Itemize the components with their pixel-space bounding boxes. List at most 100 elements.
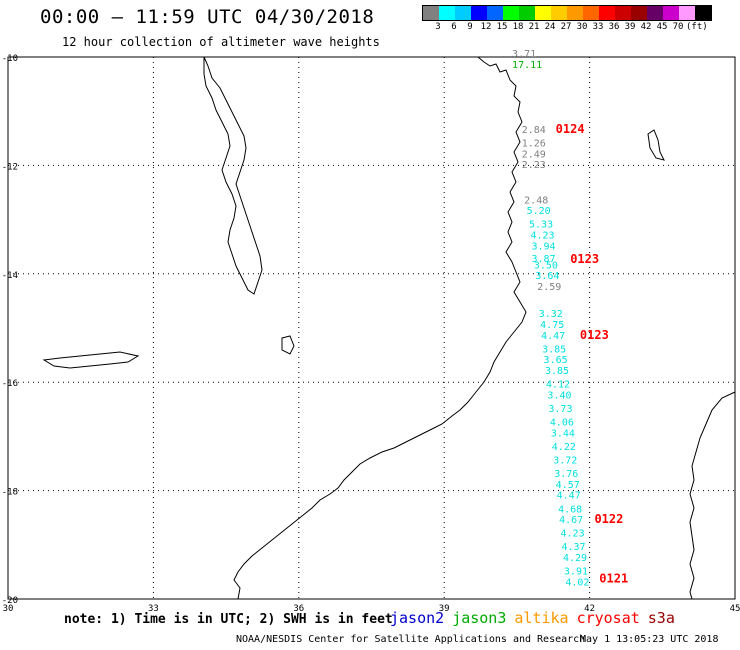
color-scale-bar (422, 5, 712, 21)
wave-height-value: 4.67 (559, 515, 583, 526)
footer-note: note: 1) Time is in UTC; 2) SWH is in fe… (64, 612, 393, 627)
wave-height-value: 4.12 (546, 380, 570, 391)
wave-height-value: 5.33 (529, 220, 553, 231)
wave-height-value: 2.49 (522, 149, 546, 160)
scale-swatch (455, 6, 471, 20)
scale-swatch (487, 6, 503, 20)
wave-height-value: 4.57 (556, 480, 580, 491)
scale-swatch (567, 6, 583, 20)
lat-tick-label: -10 (2, 54, 18, 64)
lat-tick-label: -16 (2, 379, 18, 389)
scale-label: 18 (512, 22, 524, 32)
wave-height-value: 5.20 (527, 206, 551, 217)
wave-height-value: 3.64 (535, 271, 559, 282)
wave-height-value: 2.48 (524, 195, 548, 206)
lat-tick-label: -18 (2, 488, 18, 498)
scale-swatch (615, 6, 631, 20)
scale-swatch (535, 6, 551, 20)
color-scale-labels: 3 6 9 12 15 18 21 24 27 30 33 36 39 42 45 70 (ft) (422, 22, 740, 34)
wave-height-value: 4.06 (550, 418, 574, 429)
lon-tick-label: 30 (3, 604, 14, 614)
lat-tick-label: -12 (2, 162, 18, 172)
scale-label: 27 (560, 22, 572, 32)
wave-height-value: 1.26 (522, 138, 546, 149)
scale-label: 24 (544, 22, 556, 32)
pass-label: 0124 (556, 122, 585, 136)
lake-malawi-outline (203, 56, 263, 295)
lon-tick-label: 33 (148, 604, 159, 614)
scale-label: 12 (480, 22, 492, 32)
legend-jason3: jason3 (452, 609, 507, 627)
scale-swatch (423, 6, 439, 20)
pass-label: 0122 (594, 512, 623, 526)
wave-height-value: 4.23 (561, 529, 585, 540)
wave-height-value: 2.59 (537, 282, 561, 293)
lat-tick-label: -20 (2, 596, 18, 606)
scale-swatch (439, 6, 455, 20)
wave-height-value: 4.47 (557, 491, 581, 502)
wave-height-value: 2.23 (522, 160, 546, 171)
lon-tick-label: 42 (584, 604, 595, 614)
legend-s3a: s3a (647, 609, 675, 627)
wave-height-value: 4.29 (563, 553, 587, 564)
wave-height-value: 3.94 (531, 241, 555, 252)
wave-height-value: 3.44 (551, 428, 575, 439)
wave-height-value: 3.91 (564, 567, 588, 578)
scale-swatch (551, 6, 567, 20)
pass-label: 0123 (580, 328, 609, 342)
scale-swatch (631, 6, 647, 20)
scale-label: 42 (640, 22, 652, 32)
scale-label: 39 (624, 22, 636, 32)
scale-label: 36 (608, 22, 620, 32)
lon-tick-label: 39 (439, 604, 450, 614)
lon-tick-label: 36 (293, 604, 304, 614)
scale-label: 33 (592, 22, 604, 32)
wave-height-value: 4.23 (530, 231, 554, 242)
wave-height-value: 3.32 (539, 309, 563, 320)
wave-height-value: 4.68 (558, 504, 582, 515)
island-comoros (647, 129, 665, 161)
scale-swatch (471, 6, 487, 20)
map-subtitle: 12 hour collection of altimeter wave hei… (62, 35, 380, 49)
scale-swatch (519, 6, 535, 20)
credit-date: May 1 13:05:23 UTC 2018 (580, 634, 719, 645)
wave-height-value: 3.50 (534, 260, 558, 271)
scale-label: 3 (435, 22, 441, 32)
legend-jason2: jason2 (390, 609, 445, 627)
wave-height-value: 3.40 (547, 390, 571, 401)
lat-tick-label: -14 (2, 271, 18, 281)
scale-swatch (583, 6, 599, 20)
credit-text: NOAA/NESDIS Center for Satellite Applica… (236, 634, 586, 645)
coastline-mozambique (233, 56, 527, 600)
scale-swatch (695, 6, 711, 20)
scale-label: 21 (528, 22, 540, 32)
wave-height-value: 4.02 (565, 577, 589, 588)
lake-kariba-outline (42, 351, 140, 369)
scale-swatch (663, 6, 679, 20)
satellite-legend: jason2 jason3 altika cryosat s3a (390, 609, 683, 627)
scale-label: 9 (467, 22, 473, 32)
wave-height-value: 17.11 (512, 60, 542, 71)
scale-label: 70 (672, 22, 684, 32)
wave-height-value: 4.22 (552, 442, 576, 453)
wave-height-value: 3.87 (531, 254, 555, 265)
legend-cryosat: cryosat (576, 609, 640, 627)
pass-label: 0121 (599, 572, 628, 586)
wave-height-value: 3.72 (553, 456, 577, 467)
wave-height-value: 4.37 (561, 542, 585, 553)
map-title: 00:00 – 11:59 UTC 04/30/2018 (40, 6, 375, 28)
scale-label: (ft) (686, 22, 708, 32)
wave-height-value: 4.75 (540, 320, 564, 331)
scale-swatch (503, 6, 519, 20)
wave-height-value: 3.85 (542, 344, 566, 355)
scale-label: 15 (496, 22, 508, 32)
wave-height-value: 3.71 (512, 49, 536, 60)
legend-altika: altika (514, 609, 569, 627)
wave-height-value: 3.85 (545, 366, 569, 377)
scale-label: 45 (656, 22, 668, 32)
wave-height-value: 3.73 (548, 404, 572, 415)
wave-height-value: 3.65 (544, 355, 568, 366)
wave-height-value: 3.76 (554, 469, 578, 480)
wave-height-value: 4.47 (541, 331, 565, 342)
